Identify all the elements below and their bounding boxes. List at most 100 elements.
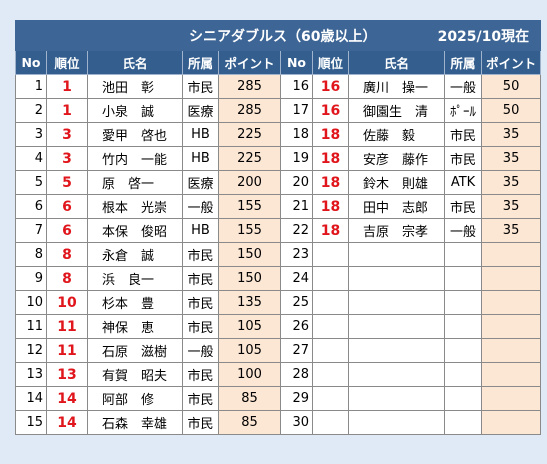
- points-cell: [480, 266, 542, 291]
- points-cell: 285: [218, 98, 281, 123]
- affiliation-cell: [444, 314, 482, 339]
- table-row: 13 13 有賀 昭夫 市民 100 28: [15, 362, 542, 387]
- affiliation-cell: [444, 410, 482, 435]
- rank-cell: 18: [312, 122, 349, 147]
- name-cell: [348, 314, 445, 339]
- rank-cell: 14: [46, 410, 88, 435]
- affiliation-cell: [444, 362, 482, 387]
- affiliation-cell: 市民: [182, 290, 219, 315]
- number-cell: 23: [280, 242, 313, 267]
- points-cell: 150: [218, 242, 281, 267]
- affiliation-cell: 市民: [182, 386, 219, 411]
- header-cell: 順位: [312, 50, 349, 75]
- points-cell: 35: [480, 194, 542, 219]
- rank-cell: 14: [46, 386, 88, 411]
- rank-cell: 16: [312, 98, 349, 123]
- rank-cell: 16: [312, 74, 349, 99]
- table-row: 2 1 小泉 誠医療 285 17 16 御園生 清ﾎﾟｰﾙ 50: [15, 98, 542, 123]
- number-cell: 2: [15, 98, 47, 123]
- affiliation-cell: 市民: [182, 266, 219, 291]
- rank-cell: [312, 266, 349, 291]
- header-cell: ポイント: [480, 50, 542, 75]
- number-cell: 1: [15, 74, 47, 99]
- affiliation-cell: [444, 242, 482, 267]
- table-row: 6 6 根本 光崇 一般 155 21 18 田中 志郎 市民 35: [15, 194, 542, 219]
- points-cell: [480, 410, 542, 435]
- name-cell: 根本 光崇: [87, 194, 183, 219]
- number-cell: 12: [15, 338, 47, 363]
- name-cell: 廣川 操一: [348, 74, 445, 99]
- affiliation-cell: 市民: [444, 194, 482, 219]
- number-cell: 18: [280, 122, 313, 147]
- rank-cell: [312, 242, 349, 267]
- rank-cell: 5: [46, 170, 88, 195]
- header-cell: 氏名: [348, 50, 445, 75]
- title-bar: シニアダブルス（60歳以上） 2025/10現在: [14, 20, 542, 51]
- header-cell: No: [280, 50, 313, 75]
- name-cell: 小泉 誠: [87, 98, 183, 123]
- points-cell: 225: [218, 146, 281, 171]
- table-row: 12 11 石原 滋樹 一般 105 27: [15, 338, 542, 363]
- name-cell: 石森 幸雄: [87, 410, 183, 435]
- number-cell: 25: [280, 290, 313, 315]
- table-row: 8 8 永倉 誠市民 150 23: [15, 242, 542, 267]
- header-cell: 順位: [46, 50, 88, 75]
- header-cell: 所属: [444, 50, 482, 75]
- ranking-table: シニアダブルス（60歳以上） 2025/10現在 No 順位 氏名 所属 ポイント No 順位…: [14, 20, 542, 435]
- number-cell: 24: [280, 266, 313, 291]
- rank-cell: [312, 386, 349, 411]
- header-cell: 所属: [182, 50, 219, 75]
- points-cell: [480, 338, 542, 363]
- name-cell: 石原 滋樹: [87, 338, 183, 363]
- header-cell: ポイント: [218, 50, 281, 75]
- table-row: 15 14 石森 幸雄 市民 85 30: [15, 410, 542, 435]
- points-cell: [480, 314, 542, 339]
- name-cell: [348, 266, 445, 291]
- rank-cell: 3: [46, 146, 88, 171]
- points-cell: 50: [480, 98, 542, 123]
- points-cell: [480, 386, 542, 411]
- name-cell: 田中 志郎: [348, 194, 445, 219]
- number-cell: 22: [280, 218, 313, 243]
- number-cell: 30: [280, 410, 313, 435]
- header-row: No 順位 氏名 所属 ポイント No 順位 氏名 所属 ポイント: [15, 50, 542, 75]
- number-cell: 14: [15, 386, 47, 411]
- rank-cell: 18: [312, 146, 349, 171]
- number-cell: 29: [280, 386, 313, 411]
- name-cell: [348, 410, 445, 435]
- number-cell: 3: [15, 122, 47, 147]
- number-cell: 19: [280, 146, 313, 171]
- number-cell: 20: [280, 170, 313, 195]
- name-cell: 本保 俊昭: [87, 218, 183, 243]
- name-cell: 阿部 修: [87, 386, 183, 411]
- number-cell: 11: [15, 314, 47, 339]
- rank-cell: 10: [46, 290, 88, 315]
- number-cell: 21: [280, 194, 313, 219]
- name-cell: 御園生 清: [348, 98, 445, 123]
- affiliation-cell: HB: [182, 122, 219, 147]
- points-cell: 155: [218, 194, 281, 219]
- ranking-table-container: シニアダブルス（60歳以上） 2025/10現在 No 順位 氏名 所属 ポイント No 順位…: [14, 20, 542, 435]
- rank-cell: 11: [46, 314, 88, 339]
- number-cell: 10: [15, 290, 47, 315]
- rank-cell: 18: [312, 218, 349, 243]
- affiliation-cell: [444, 290, 482, 315]
- points-cell: 35: [480, 218, 542, 243]
- number-cell: 13: [15, 362, 47, 387]
- rank-cell: 11: [46, 338, 88, 363]
- points-cell: 285: [218, 74, 281, 99]
- affiliation-cell: [444, 266, 482, 291]
- name-cell: [348, 242, 445, 267]
- date: 2025/10現在: [437, 28, 530, 45]
- title: シニアダブルス（60歳以上）: [189, 28, 377, 45]
- number-cell: 26: [280, 314, 313, 339]
- number-cell: 8: [15, 242, 47, 267]
- name-cell: 浜 良一: [87, 266, 183, 291]
- affiliation-cell: 市民: [444, 146, 482, 171]
- affiliation-cell: ﾎﾟｰﾙ: [444, 98, 482, 123]
- name-cell: 竹内 一能: [87, 146, 183, 171]
- table-row: 7 6 本保 俊昭 HB 155 22 18 吉原 宗孝 一般 35: [15, 218, 542, 243]
